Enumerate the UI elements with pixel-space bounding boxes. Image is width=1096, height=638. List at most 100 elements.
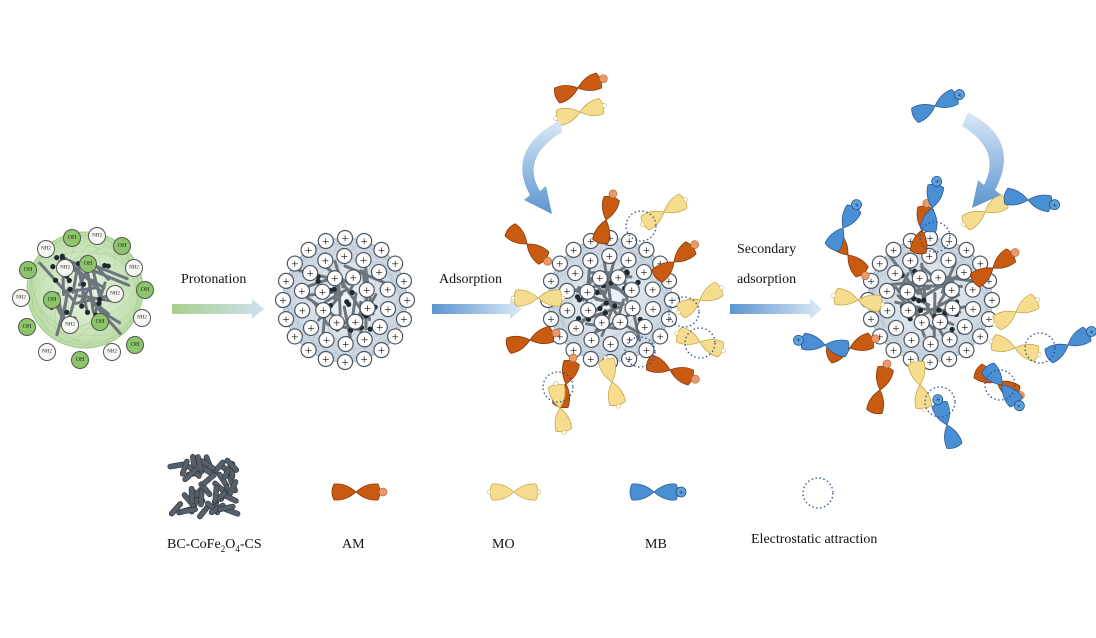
nanoparticle bbox=[367, 326, 373, 332]
positive-charge: + bbox=[621, 232, 638, 250]
dye-lobe bbox=[554, 407, 573, 433]
charge-circle bbox=[911, 270, 928, 287]
positive-charge: + bbox=[636, 318, 653, 336]
charge-circle bbox=[871, 255, 888, 272]
plus-sign: + bbox=[969, 282, 976, 297]
positive-charge: + bbox=[347, 313, 364, 330]
charge-circle bbox=[274, 291, 292, 309]
charge-circle bbox=[373, 241, 390, 258]
plus-sign: + bbox=[625, 234, 632, 249]
plus-sign: + bbox=[570, 242, 577, 257]
hydroxyl-circle bbox=[136, 281, 154, 299]
plus-sign: + bbox=[563, 283, 570, 298]
nanoparticle bbox=[602, 310, 608, 316]
nanoparticle bbox=[84, 309, 91, 315]
charge-icon bbox=[1035, 297, 1040, 302]
legend-material-label: BC-CoFe2O4-CS bbox=[167, 537, 262, 554]
positive-charge: + bbox=[355, 251, 372, 269]
plus-sign: + bbox=[985, 273, 992, 288]
plus-sign: + bbox=[963, 343, 970, 358]
positive-charge: + bbox=[911, 270, 928, 287]
plus-sign: + bbox=[625, 253, 632, 268]
negative-charge-icon bbox=[608, 189, 618, 199]
negative-charge-icon bbox=[599, 74, 608, 84]
am-dye-molecule bbox=[651, 240, 699, 283]
mb-dye-molecule: + bbox=[919, 176, 945, 233]
charge-icon bbox=[683, 197, 688, 202]
amine-label: NH2 bbox=[92, 234, 102, 239]
plus-sign: + bbox=[587, 234, 594, 249]
plus-sign: + bbox=[556, 329, 563, 344]
plus-sign: + bbox=[884, 303, 891, 318]
charge-circle bbox=[551, 255, 568, 272]
positive-charge: + bbox=[621, 350, 638, 368]
mb-dye-molecule: + bbox=[1044, 326, 1096, 364]
nanoparticle bbox=[66, 277, 72, 284]
nanoparticle bbox=[315, 278, 321, 284]
positive-charge: + bbox=[356, 232, 373, 250]
dye-lobe bbox=[607, 381, 626, 407]
am-dye-molecule bbox=[866, 359, 894, 415]
positive-charge: + bbox=[317, 350, 334, 368]
electrostatic-attraction-circle bbox=[624, 336, 656, 368]
fiber bbox=[71, 269, 79, 294]
charge-circle bbox=[567, 264, 584, 282]
positive-charge: + bbox=[944, 300, 961, 317]
positive-charge-icon bbox=[1049, 199, 1060, 211]
plus-sign: + bbox=[916, 271, 923, 286]
plus-sign: + bbox=[976, 329, 983, 344]
amine-group: NH2 bbox=[12, 289, 30, 307]
plus-sign: + bbox=[876, 256, 883, 271]
nanoparticle bbox=[612, 303, 618, 309]
plus-sign: + bbox=[795, 334, 802, 345]
charge-circle bbox=[294, 302, 311, 319]
charge-circle bbox=[286, 328, 303, 345]
plus-sign: + bbox=[851, 200, 862, 209]
plus-sign: + bbox=[927, 336, 934, 351]
mesh-line bbox=[882, 253, 978, 347]
positive-charge: + bbox=[612, 313, 629, 330]
charge-circle bbox=[373, 342, 390, 359]
plus-sign: + bbox=[985, 312, 992, 327]
fiber bbox=[81, 291, 111, 316]
charge-icon bbox=[562, 430, 567, 435]
charge-circle bbox=[644, 281, 661, 298]
charge-circle bbox=[593, 314, 610, 331]
plus-sign: + bbox=[904, 284, 911, 299]
dye-lobe bbox=[866, 389, 885, 415]
plus-sign: + bbox=[867, 273, 874, 288]
nanoparticle bbox=[80, 281, 87, 287]
positive-charge: + bbox=[542, 272, 560, 289]
am-dye-molecule bbox=[504, 223, 552, 266]
plus-sign: + bbox=[291, 329, 298, 344]
dye-lobe bbox=[676, 326, 701, 345]
am-dye-molecule bbox=[646, 354, 700, 386]
nanoparticle bbox=[603, 300, 609, 306]
positive-charge: + bbox=[317, 232, 334, 250]
charge-circle bbox=[601, 247, 618, 265]
plus-sign: + bbox=[649, 302, 656, 317]
dye-lobe bbox=[824, 227, 845, 252]
charge-circle bbox=[941, 350, 958, 368]
plus-sign: + bbox=[375, 265, 382, 280]
positive-charge: + bbox=[885, 342, 902, 359]
positive-charge: + bbox=[300, 241, 317, 258]
plus-sign: + bbox=[949, 301, 956, 316]
amine-circle bbox=[125, 259, 143, 277]
plus-sign: + bbox=[570, 343, 577, 358]
charge-circle bbox=[621, 331, 638, 348]
plus-sign: + bbox=[907, 351, 914, 366]
adsorption-arrow bbox=[432, 299, 522, 319]
charge-circle bbox=[317, 252, 334, 269]
electrostatic-attraction-circle bbox=[625, 210, 657, 242]
plus-sign: + bbox=[333, 315, 340, 330]
positive-charge: + bbox=[900, 302, 917, 319]
fiber bbox=[188, 485, 195, 505]
hydroxyl-group: OH bbox=[136, 281, 154, 299]
positive-charge: + bbox=[356, 331, 373, 348]
curved-arrow-adsorption bbox=[522, 120, 562, 214]
dye-lobe bbox=[833, 287, 859, 306]
plus-sign: + bbox=[376, 319, 383, 334]
dye-lobe bbox=[579, 98, 605, 117]
